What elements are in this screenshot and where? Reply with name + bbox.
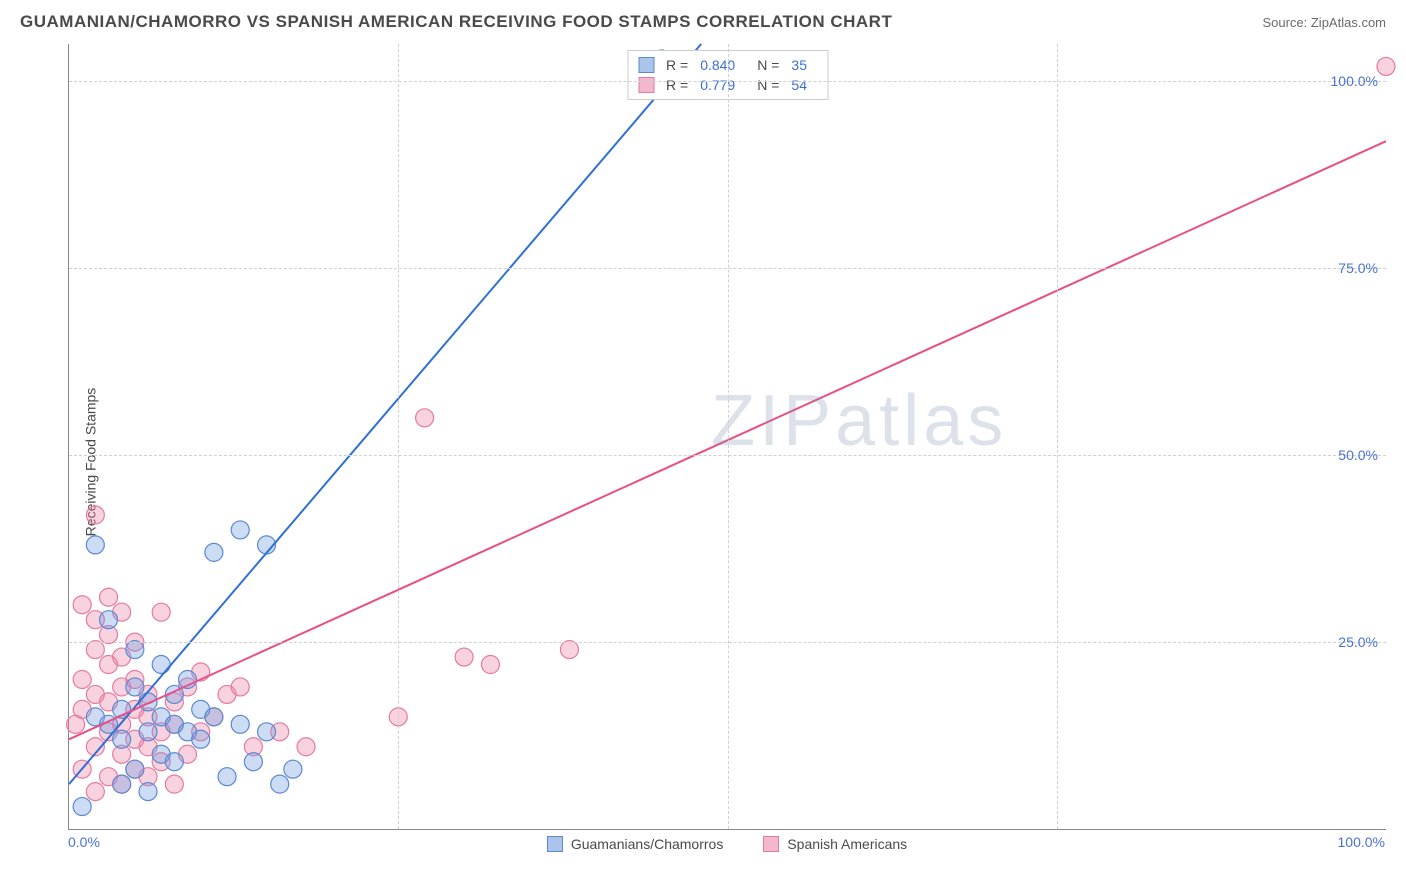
scatter-point xyxy=(258,723,276,741)
scatter-point xyxy=(126,760,144,778)
stats-n-label: N = xyxy=(757,77,779,93)
swatch-guamanian xyxy=(638,57,654,73)
y-tick-label: 50.0% xyxy=(1338,447,1378,463)
scatter-point xyxy=(139,723,157,741)
chart-container: Receiving Food Stamps R = 0.840 N = 35 R… xyxy=(20,44,1386,880)
scatter-point xyxy=(113,730,131,748)
scatter-point xyxy=(139,693,157,711)
source-label: Source: ZipAtlas.com xyxy=(1262,15,1386,30)
stats-n-value: 35 xyxy=(791,57,807,73)
swatch-spanish xyxy=(763,836,779,852)
plot-area: R = 0.840 N = 35 R = 0.779 N = 54 ZIPatl… xyxy=(68,44,1386,830)
scatter-point xyxy=(192,730,210,748)
legend-item-spanish: Spanish Americans xyxy=(763,836,907,852)
swatch-spanish xyxy=(638,77,654,93)
scatter-point xyxy=(73,596,91,614)
scatter-point xyxy=(231,521,249,539)
swatch-guamanian xyxy=(547,836,563,852)
stats-n-label: N = xyxy=(757,57,779,73)
scatter-point xyxy=(416,409,434,427)
scatter-point xyxy=(1377,57,1395,75)
x-legend: Guamanians/Chamorros Spanish Americans xyxy=(68,836,1386,852)
gridline-v xyxy=(728,44,729,829)
scatter-point xyxy=(455,648,473,666)
scatter-point xyxy=(100,588,118,606)
scatter-point xyxy=(218,768,236,786)
scatter-point xyxy=(86,536,104,554)
trend-line xyxy=(69,44,701,784)
scatter-point xyxy=(205,543,223,561)
scatter-point xyxy=(139,783,157,801)
scatter-point xyxy=(86,641,104,659)
y-tick-label: 75.0% xyxy=(1338,260,1378,276)
scatter-point xyxy=(297,738,315,756)
scatter-point xyxy=(73,798,91,816)
x-tick-label: 100.0% xyxy=(1338,834,1385,850)
scatter-point xyxy=(284,760,302,778)
scatter-point xyxy=(100,611,118,629)
scatter-point xyxy=(152,656,170,674)
gridline-v xyxy=(398,44,399,829)
stats-n-value: 54 xyxy=(791,77,807,93)
legend-item-guamanian: Guamanians/Chamorros xyxy=(547,836,724,852)
scatter-point xyxy=(86,783,104,801)
scatter-point xyxy=(113,775,131,793)
scatter-point xyxy=(244,753,262,771)
scatter-point xyxy=(560,641,578,659)
scatter-point xyxy=(165,753,183,771)
scatter-point xyxy=(152,603,170,621)
scatter-point xyxy=(126,678,144,696)
y-tick-label: 100.0% xyxy=(1331,73,1378,89)
y-tick-label: 25.0% xyxy=(1338,634,1378,650)
chart-title: GUAMANIAN/CHAMORRO VS SPANISH AMERICAN R… xyxy=(20,12,892,32)
scatter-point xyxy=(165,775,183,793)
stats-r-label: R = xyxy=(666,57,688,73)
scatter-point xyxy=(231,678,249,696)
scatter-point xyxy=(481,656,499,674)
scatter-point xyxy=(271,775,289,793)
scatter-point xyxy=(86,506,104,524)
scatter-point xyxy=(231,715,249,733)
legend-label: Guamanians/Chamorros xyxy=(571,836,724,852)
scatter-point xyxy=(205,708,223,726)
gridline-v xyxy=(1057,44,1058,829)
scatter-point xyxy=(73,670,91,688)
legend-label: Spanish Americans xyxy=(787,836,907,852)
x-tick-label: 0.0% xyxy=(68,834,100,850)
stats-r-value: 0.779 xyxy=(700,77,735,93)
stats-r-label: R = xyxy=(666,77,688,93)
stats-r-value: 0.840 xyxy=(700,57,735,73)
scatter-point xyxy=(126,641,144,659)
